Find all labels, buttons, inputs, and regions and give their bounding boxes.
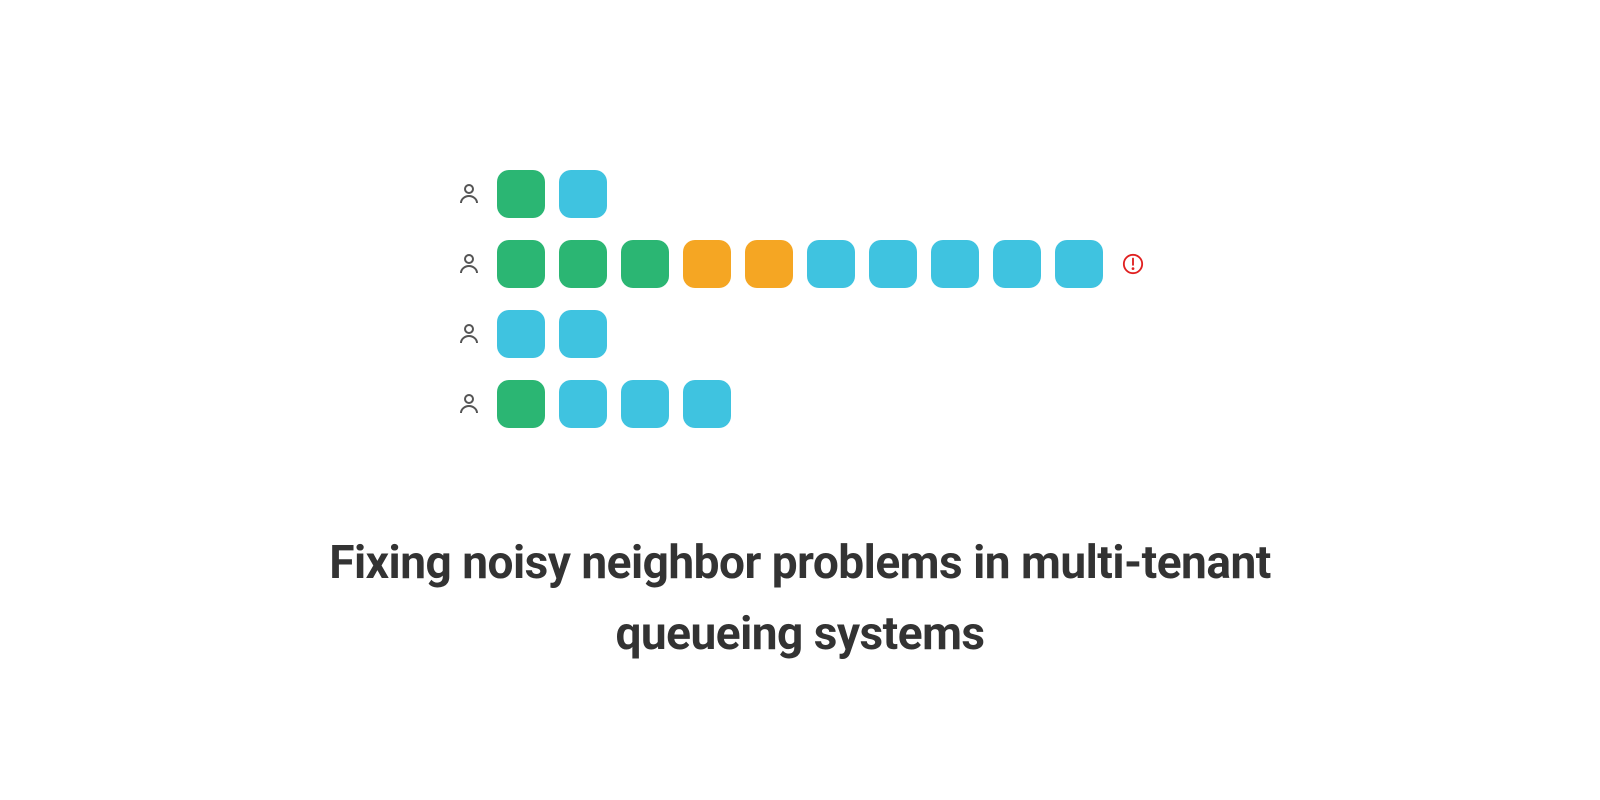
queue-block	[559, 310, 607, 358]
queue-blocks	[497, 310, 607, 358]
queue-block	[869, 240, 917, 288]
queue-row	[455, 380, 1145, 428]
queue-block	[931, 240, 979, 288]
queue-block	[745, 240, 793, 288]
queue-block	[683, 240, 731, 288]
queue-block	[621, 380, 669, 428]
queue-blocks	[497, 240, 1145, 288]
queue-blocks	[497, 170, 607, 218]
queue-block	[497, 240, 545, 288]
queue-diagram	[455, 170, 1145, 428]
user-icon	[455, 180, 483, 208]
queue-row	[455, 240, 1145, 288]
page-title: Fixing noisy neighbor problems in multi-…	[300, 528, 1300, 671]
user-icon	[455, 250, 483, 278]
queue-block	[559, 380, 607, 428]
queue-block	[497, 170, 545, 218]
queue-block	[559, 240, 607, 288]
queue-block	[497, 380, 545, 428]
queue-row	[455, 310, 1145, 358]
queue-block	[683, 380, 731, 428]
queue-row	[455, 170, 1145, 218]
alert-icon	[1121, 252, 1145, 276]
queue-block	[1055, 240, 1103, 288]
queue-blocks	[497, 380, 731, 428]
user-icon	[455, 320, 483, 348]
queue-block	[497, 310, 545, 358]
queue-block	[807, 240, 855, 288]
queue-block	[621, 240, 669, 288]
queue-block	[559, 170, 607, 218]
user-icon	[455, 390, 483, 418]
queue-block	[993, 240, 1041, 288]
